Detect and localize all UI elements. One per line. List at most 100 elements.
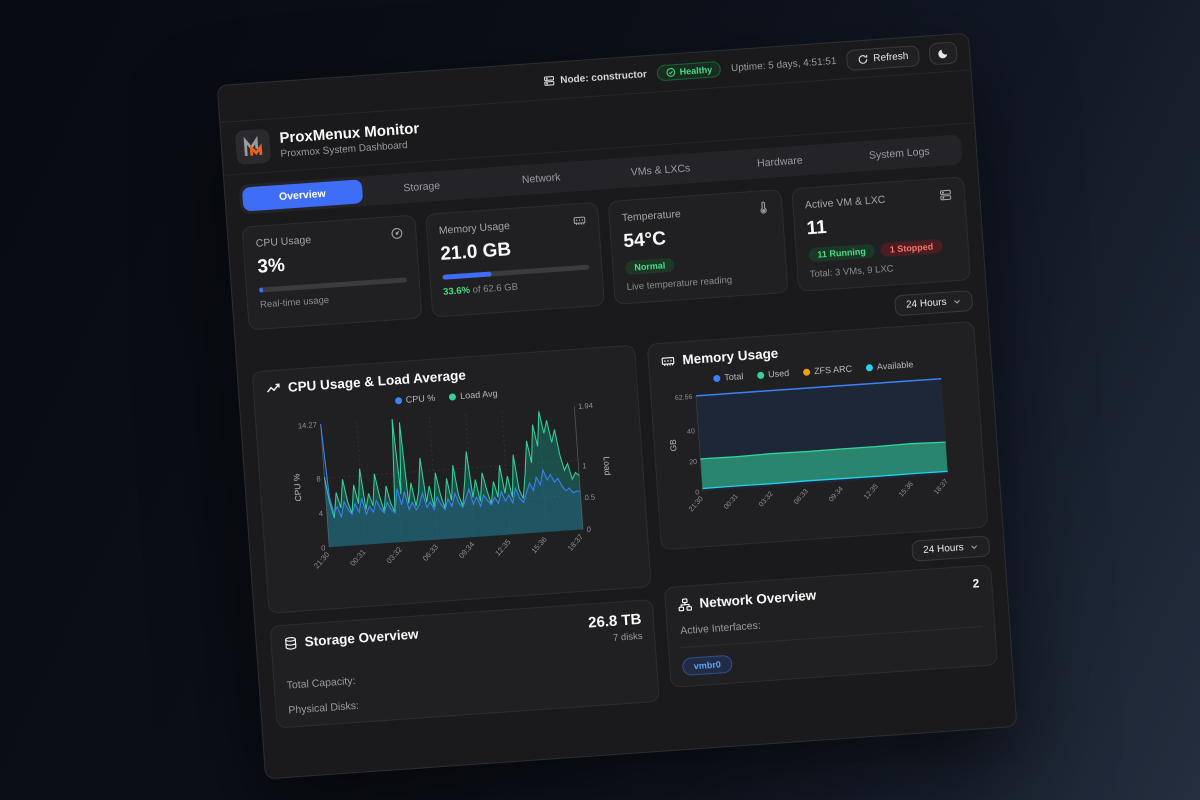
network-count: 2: [972, 576, 980, 591]
memory-value: 21.0 GB: [439, 239, 512, 265]
tab-hardware[interactable]: Hardware: [719, 146, 840, 178]
vm-stopped-badge: 1 Stopped: [880, 238, 943, 258]
legend-item: Total: [713, 371, 744, 383]
time-range-row-2: 24 Hours: [662, 535, 991, 579]
app-header: ProxMenux Monitor Proxmox System Dashboa…: [220, 70, 975, 176]
svg-text:1.94: 1.94: [578, 401, 593, 411]
logo-m-icon: [243, 135, 263, 157]
header-titles: ProxMenux Monitor Proxmox System Dashboa…: [279, 120, 421, 160]
tab-system-logs[interactable]: System Logs: [839, 138, 960, 170]
chevron-down-icon-2: [971, 545, 978, 550]
memory-footer: 33.6% of 62.6 GB: [443, 277, 591, 298]
proxmenux-logo: [234, 128, 272, 165]
storage-total-value: 26.8 TB: [587, 610, 643, 632]
svg-text:21:30: 21:30: [688, 495, 705, 513]
svg-text:12:35: 12:35: [864, 483, 881, 501]
theme-toggle-button[interactable]: [928, 41, 958, 66]
storage-title: Storage Overview: [304, 626, 419, 650]
tab-network[interactable]: Network: [481, 163, 602, 195]
gauge-icon: [391, 228, 402, 239]
refresh-icon: [858, 54, 868, 64]
database-icon: [285, 636, 297, 650]
tab-vms-lxcs[interactable]: VMs & LXCs: [600, 154, 721, 186]
right-column: Memory Usage Total Used ZFS ARC Available 2…: [647, 320, 998, 688]
svg-text:09:34: 09:34: [457, 540, 476, 560]
svg-text:4: 4: [319, 509, 324, 518]
cpu-footer: Real-time usage: [259, 294, 330, 311]
trending-up-icon: [267, 383, 280, 393]
vm-running-badge: 11 Running: [807, 243, 876, 263]
svg-text:06:33: 06:33: [794, 488, 811, 506]
svg-text:8: 8: [316, 474, 321, 483]
server-icon: [544, 76, 555, 86]
thermometer-icon: [760, 201, 767, 214]
memory-chart-title: Memory Usage: [681, 345, 779, 368]
time-range-select-2[interactable]: 24 Hours: [911, 535, 991, 562]
svg-text:1: 1: [582, 461, 587, 470]
temperature-footer: Live temperature reading: [626, 274, 733, 294]
temperature-value: 54°C: [622, 228, 667, 253]
network-title: Network Overview: [698, 587, 817, 611]
check-circle-icon: [666, 68, 676, 77]
svg-text:0: 0: [321, 543, 326, 552]
svg-text:20: 20: [689, 459, 697, 467]
svg-text:CPU %: CPU %: [291, 473, 303, 502]
svg-text:03:32: 03:32: [759, 490, 776, 508]
network-active-label: Active Interfaces:: [679, 619, 762, 638]
svg-text:40: 40: [687, 428, 695, 436]
refresh-label: Refresh: [872, 50, 909, 64]
svg-text:09:34: 09:34: [829, 486, 846, 504]
storage-disks-value: 7 disks: [612, 630, 643, 644]
memory-area-chart: 21:30 00:31 03:32 06:33 09:34 12:35 15:36 18:37…: [668, 377, 951, 513]
cpu-card-title: CPU Usage: [255, 233, 312, 250]
uptime-label: Uptime: 5 days, 4:51:51: [730, 55, 837, 74]
svg-text:18:37: 18:37: [934, 478, 951, 496]
svg-text:00:31: 00:31: [348, 548, 367, 568]
memory-usage-card: Memory Usage 21.0 GB 33.6% of 62.6 GB: [424, 201, 605, 318]
temperature-card: Temperature 54°C Normal Live temperature…: [607, 189, 789, 305]
cpu-usage-card: CPU Usage 3% Real-time usage: [241, 214, 422, 331]
proxmenux-dashboard-window: Node: constructor Healthy Uptime: 5 days…: [216, 32, 1018, 780]
topbar: Node: constructor Healthy Uptime: 5 days…: [217, 33, 971, 123]
network-overview-card: Network Overview 2 Active Interfaces: vm…: [664, 564, 998, 688]
svg-text:21:30: 21:30: [312, 550, 331, 570]
svg-text:00:31: 00:31: [724, 493, 741, 511]
active-vm-lxc-card: Active VM & LXC 11 11 Running 1 Stopped …: [790, 176, 972, 293]
legend-item: Load Avg: [449, 388, 498, 401]
svg-text:0: 0: [586, 525, 591, 534]
time-range-value-2: 24 Hours: [922, 542, 965, 556]
legend-item: Available: [865, 359, 914, 372]
cpu-load-chart-card: CPU Usage & Load Average CPU % Load Avg 2…: [251, 344, 653, 614]
time-range-select[interactable]: 24 Hours: [894, 289, 974, 317]
health-status-badge: Healthy: [656, 60, 722, 82]
memory-total-label: of 62.6 GB: [469, 281, 519, 296]
svg-text:62.56: 62.56: [675, 394, 693, 402]
vm-card-title: Active VM & LXC: [804, 193, 886, 211]
svg-text:0.5: 0.5: [584, 493, 595, 503]
svg-text:06:33: 06:33: [421, 543, 440, 563]
memory-icon: [573, 216, 586, 225]
legend-item: Used: [756, 368, 790, 380]
temperature-card-title: Temperature: [621, 207, 682, 224]
cpu-value: 3%: [256, 254, 286, 278]
moon-icon: [938, 49, 948, 59]
storage-overview-card: Storage Overview 26.8 TB 7 disks Total C…: [269, 598, 661, 729]
metric-cards-row: CPU Usage 3% Real-time usage Memory Usag…: [241, 176, 972, 331]
temperature-status-badge: Normal: [624, 257, 675, 276]
tab-overview[interactable]: Overview: [241, 179, 363, 212]
legend-item: ZFS ARC: [802, 364, 852, 377]
interface-badge[interactable]: vmbr0: [682, 654, 733, 677]
tab-storage[interactable]: Storage: [361, 171, 482, 203]
node-indicator: Node: constructor: [543, 68, 647, 87]
memory-card-title: Memory Usage: [438, 219, 511, 237]
svg-text:Load: Load: [602, 456, 613, 476]
refresh-button[interactable]: Refresh: [845, 44, 920, 71]
svg-text:15:36: 15:36: [899, 481, 916, 499]
svg-text:0: 0: [695, 489, 699, 496]
svg-text:14.27: 14.27: [298, 420, 318, 430]
server-stack-icon: [939, 189, 952, 201]
vm-count-value: 11: [805, 216, 828, 240]
network-nodes-icon: [679, 597, 693, 611]
time-range-value: 24 Hours: [905, 296, 947, 311]
